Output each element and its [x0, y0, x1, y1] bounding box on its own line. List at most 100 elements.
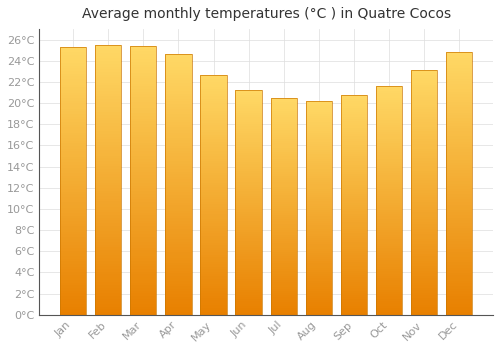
Bar: [341, 101, 367, 104]
Bar: [306, 270, 332, 272]
Bar: [60, 160, 86, 162]
Bar: [236, 259, 262, 261]
Bar: [236, 230, 262, 232]
Bar: [165, 143, 192, 146]
Bar: [376, 241, 402, 244]
Bar: [60, 205, 86, 208]
Bar: [60, 154, 86, 157]
Bar: [60, 280, 86, 283]
Bar: [236, 313, 262, 315]
Bar: [270, 263, 297, 265]
Bar: [411, 217, 438, 219]
Bar: [165, 166, 192, 169]
Bar: [165, 255, 192, 258]
Bar: [376, 258, 402, 260]
Bar: [341, 152, 367, 154]
Bar: [270, 111, 297, 113]
Bar: [165, 281, 192, 284]
Bar: [200, 75, 226, 315]
Bar: [341, 246, 367, 249]
Bar: [376, 127, 402, 130]
Bar: [60, 221, 86, 224]
Bar: [95, 134, 122, 137]
Bar: [200, 79, 226, 82]
Bar: [270, 204, 297, 206]
Bar: [446, 139, 472, 141]
Bar: [165, 239, 192, 242]
Bar: [200, 183, 226, 185]
Bar: [270, 258, 297, 260]
Bar: [200, 111, 226, 113]
Bar: [270, 298, 297, 300]
Bar: [446, 63, 472, 65]
Bar: [446, 231, 472, 233]
Bar: [270, 245, 297, 247]
Bar: [200, 116, 226, 118]
Bar: [130, 261, 156, 264]
Bar: [236, 236, 262, 238]
Bar: [236, 254, 262, 257]
Bar: [446, 225, 472, 228]
Bar: [341, 275, 367, 277]
Bar: [95, 61, 122, 64]
Bar: [341, 110, 367, 112]
Bar: [376, 253, 402, 255]
Bar: [130, 124, 156, 127]
Bar: [341, 119, 367, 121]
Bar: [200, 202, 226, 204]
Bar: [376, 217, 402, 219]
Bar: [130, 309, 156, 312]
Bar: [306, 306, 332, 308]
Bar: [341, 94, 367, 315]
Bar: [165, 70, 192, 73]
Bar: [411, 229, 438, 232]
Bar: [236, 187, 262, 189]
Bar: [446, 252, 472, 254]
Bar: [130, 162, 156, 164]
Bar: [376, 248, 402, 251]
Bar: [376, 283, 402, 285]
Bar: [236, 169, 262, 171]
Bar: [376, 162, 402, 164]
Bar: [236, 234, 262, 236]
Bar: [341, 308, 367, 310]
Bar: [95, 309, 122, 312]
Bar: [411, 283, 438, 286]
Bar: [95, 131, 122, 134]
Bar: [130, 229, 156, 231]
Bar: [376, 299, 402, 301]
Bar: [306, 129, 332, 131]
Bar: [341, 198, 367, 200]
Bar: [200, 233, 226, 236]
Bar: [60, 178, 86, 181]
Bar: [341, 264, 367, 266]
Bar: [446, 102, 472, 105]
Bar: [341, 143, 367, 145]
Bar: [236, 189, 262, 191]
Bar: [130, 221, 156, 223]
Bar: [411, 161, 438, 163]
Bar: [306, 137, 332, 140]
Bar: [446, 244, 472, 246]
Bar: [165, 164, 192, 166]
Bar: [306, 154, 332, 156]
Bar: [95, 296, 122, 299]
Bar: [446, 278, 472, 281]
Bar: [306, 295, 332, 298]
Bar: [236, 241, 262, 243]
Bar: [200, 156, 226, 159]
Bar: [60, 272, 86, 275]
Bar: [376, 237, 402, 239]
Bar: [200, 82, 226, 84]
Bar: [130, 231, 156, 234]
Bar: [446, 223, 472, 225]
Bar: [130, 167, 156, 170]
Bar: [236, 290, 262, 292]
Bar: [130, 301, 156, 304]
Bar: [200, 180, 226, 183]
Bar: [236, 120, 262, 122]
Bar: [95, 161, 122, 164]
Bar: [446, 212, 472, 215]
Bar: [165, 226, 192, 229]
Bar: [236, 158, 262, 160]
